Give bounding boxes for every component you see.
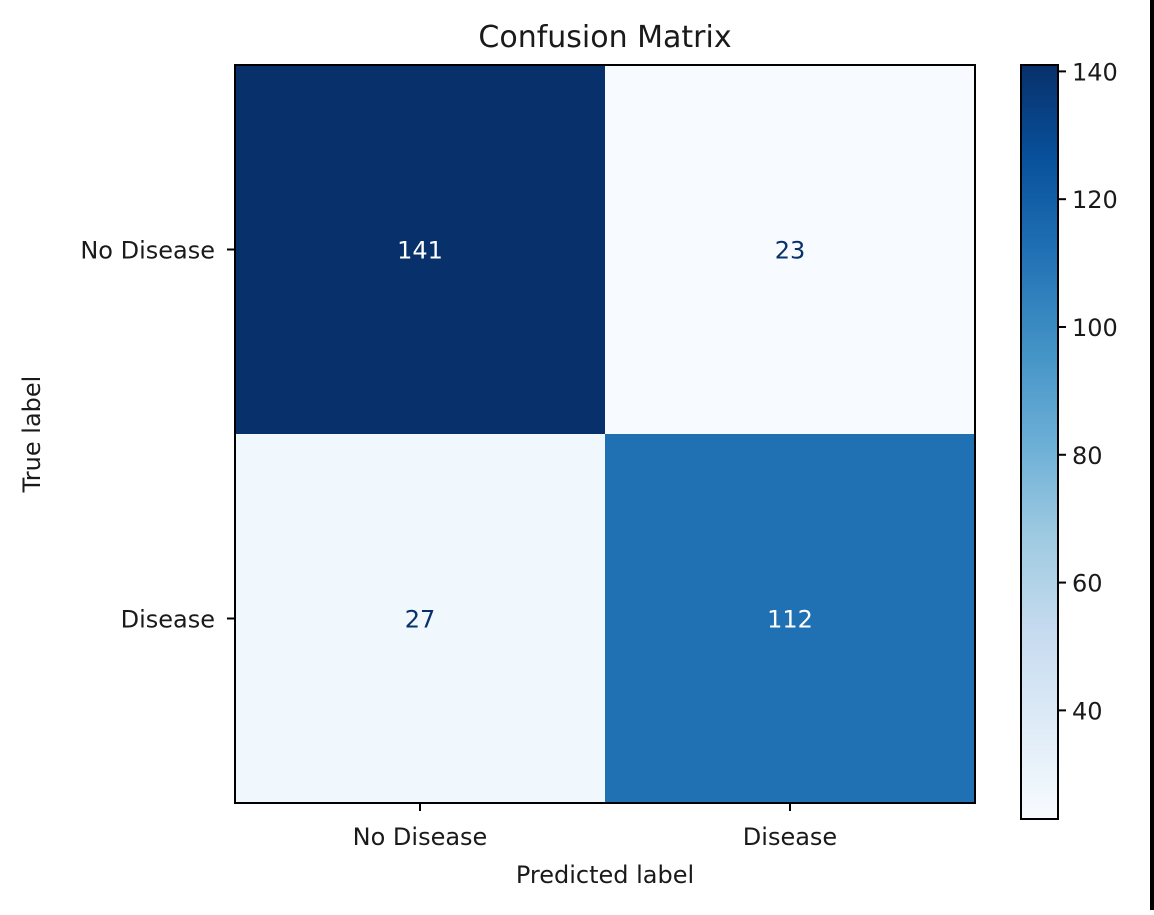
colorbar-tick-label: 140 xyxy=(1072,58,1118,86)
colorbar-tick-label: 80 xyxy=(1072,442,1103,470)
y-axis-ticks: No Disease Disease xyxy=(80,237,235,634)
y-tick-label: Disease xyxy=(121,606,215,634)
colorbar xyxy=(1020,64,1059,820)
cell-value-label: 23 xyxy=(775,237,806,265)
y-tick-label: No Disease xyxy=(80,237,215,265)
heatmap-cell xyxy=(605,434,975,803)
cell-value-label: 27 xyxy=(405,606,436,634)
x-axis-label: Predicted label xyxy=(516,861,694,889)
chart-title: Confusion Matrix xyxy=(478,20,731,55)
heatmap-cell xyxy=(235,434,605,803)
colorbar-ticks: 40 60 80 100 120 140 xyxy=(1058,58,1118,725)
heatmap-cells: 141 23 27 112 xyxy=(235,65,975,803)
cell-value-label: 112 xyxy=(767,606,813,634)
colorbar-tick-label: 100 xyxy=(1072,314,1118,342)
heatmap-cell xyxy=(605,65,975,434)
x-tick-label: Disease xyxy=(743,823,837,851)
colorbar-tick-label: 120 xyxy=(1072,186,1118,214)
window-edge xyxy=(1150,0,1154,910)
x-axis-ticks: No Disease Disease xyxy=(353,803,837,851)
heatmap-cell xyxy=(235,65,605,434)
plot-frame xyxy=(234,64,976,804)
y-axis-label: True label xyxy=(18,376,46,494)
colorbar-tick-label: 40 xyxy=(1072,697,1103,725)
x-tick-label: No Disease xyxy=(353,823,488,851)
cell-value-label: 141 xyxy=(397,237,443,265)
colorbar-tick-label: 60 xyxy=(1072,570,1103,598)
